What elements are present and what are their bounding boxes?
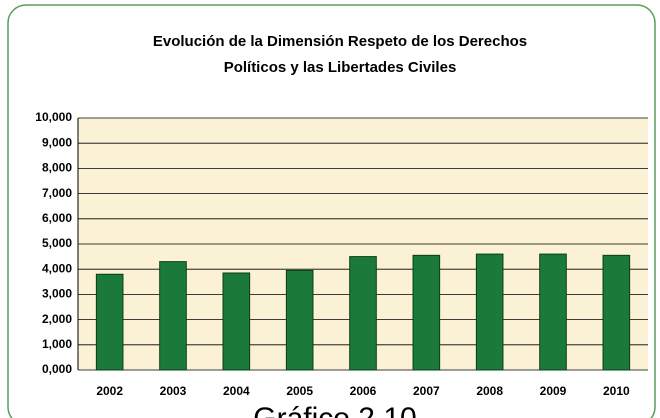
y-tick-label: 9,000 (42, 135, 72, 149)
x-tick-label: 2008 (476, 384, 503, 398)
x-tick-label: 2002 (96, 384, 123, 398)
bar (412, 254, 441, 371)
x-tick-label: 2009 (540, 384, 567, 398)
bar (539, 253, 567, 371)
x-tick-label: 2005 (286, 384, 313, 398)
bar (475, 253, 504, 371)
bar (159, 261, 187, 371)
y-tick-label: 5,000 (42, 236, 72, 250)
y-tick-label: 0,000 (42, 362, 72, 376)
chart-title: Políticos y las Libertades Civiles (224, 59, 457, 76)
x-tick-label: 2010 (603, 384, 630, 398)
x-tick-label: 2007 (413, 384, 440, 398)
x-tick-label: 2006 (350, 384, 377, 398)
y-tick-label: 10,000 (35, 110, 72, 124)
bar (602, 254, 631, 371)
bar (285, 269, 314, 371)
bar (95, 273, 124, 371)
y-tick-label: 8,000 (42, 161, 72, 175)
y-tick-label: 1,000 (42, 337, 72, 351)
caption: Gráfico 2.10 (253, 402, 416, 418)
x-tick-label: 2004 (223, 384, 250, 398)
bar (349, 256, 377, 371)
chart-title: Evolución de la Dimensión Respeto de los… (153, 33, 527, 50)
y-tick-label: 4,000 (42, 261, 72, 275)
y-tick-label: 2,000 (42, 312, 72, 326)
y-tick-label: 3,000 (42, 287, 72, 301)
y-tick-label: 6,000 (42, 211, 72, 225)
x-tick-label: 2003 (160, 384, 187, 398)
y-tick-label: 7,000 (42, 186, 72, 200)
bar (222, 272, 251, 371)
